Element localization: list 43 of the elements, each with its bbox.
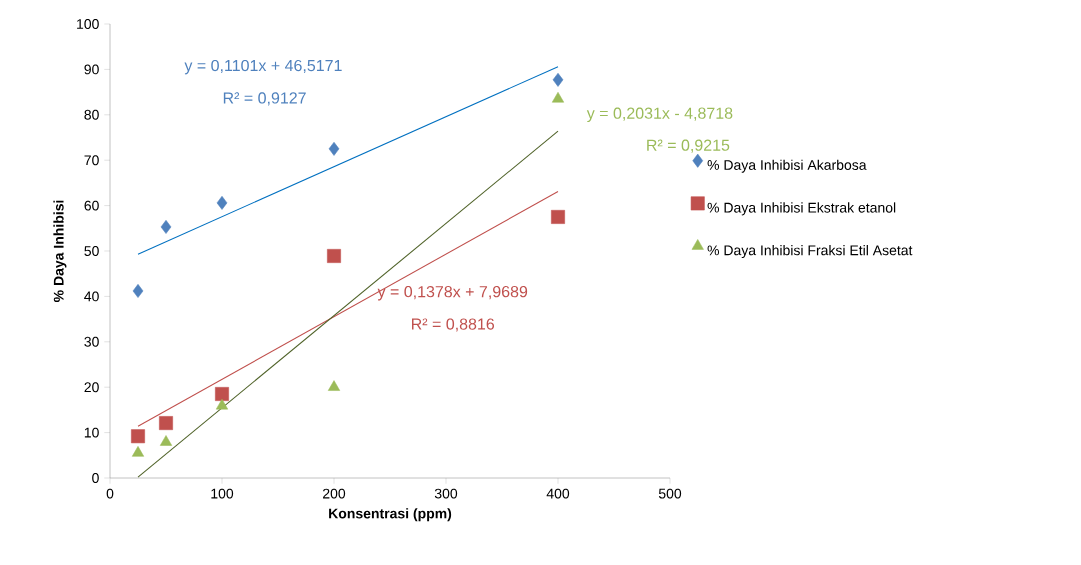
y-tick-label: 30 — [84, 336, 99, 347]
annotation: y = 0,2031x - 4,8718 — [586, 107, 733, 123]
y-tick-label: 50 — [84, 246, 99, 256]
x-tick-label: 300 — [434, 488, 458, 499]
y-tick-label: 90 — [84, 64, 99, 75]
y-tick-label: 10 — [84, 427, 99, 438]
x-tick-label: 0 — [106, 488, 114, 499]
point — [215, 398, 229, 410]
y-tick-label: 0 — [92, 473, 99, 483]
point — [131, 446, 145, 457]
x-tick-label: 400 — [546, 488, 570, 499]
x-axis-title: Konsentrasi (ppm) — [329, 508, 452, 522]
legend-label: % Daya Inhibisi Fraksi Etil Asetat — [707, 245, 913, 259]
point — [132, 284, 144, 298]
point — [159, 435, 173, 446]
annotation: y = 0,1378x + 7,9689 — [377, 285, 528, 301]
y-tick-label: 60 — [84, 200, 99, 211]
legend-label: % Daya Inhibisi Akarbosa — [707, 159, 867, 173]
x-tick-label: 100 — [211, 488, 234, 499]
point — [215, 387, 229, 401]
point — [551, 91, 565, 103]
y-tick-label: 80 — [84, 109, 99, 120]
point — [327, 249, 341, 263]
y-tick-label: 70 — [84, 155, 99, 166]
point — [327, 380, 341, 391]
y-tick-label: 100 — [77, 19, 99, 29]
point — [328, 141, 340, 156]
y-axis-title: % Daya Inhibisi — [53, 200, 67, 302]
y-tick-label: 40 — [84, 291, 99, 302]
annotation: y = 0,1101x + 46,5171 — [184, 59, 342, 75]
point — [552, 72, 564, 87]
point — [216, 195, 228, 210]
y-tick-label: 20 — [84, 382, 99, 393]
point — [159, 416, 173, 430]
x-tick-label: 500 — [658, 488, 682, 499]
legend-label: % Daya Inhibisi Ekstrak etanol — [707, 202, 896, 216]
point — [160, 220, 172, 234]
x-tick-label: 200 — [323, 488, 346, 499]
point — [131, 429, 145, 444]
annotation: R² = 0,8816 — [412, 318, 495, 332]
point — [551, 210, 565, 224]
annotation: R² = 0,9215 — [647, 139, 730, 153]
annotation: R² = 0,9127 — [223, 92, 306, 106]
